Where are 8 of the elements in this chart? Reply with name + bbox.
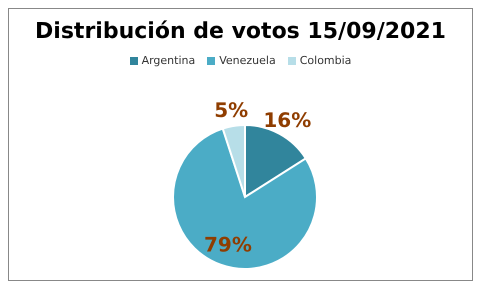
data-label: 79% <box>204 232 252 256</box>
chart-title: Distribución de votos 15/09/2021 <box>34 19 447 46</box>
data-label: 5% <box>214 98 248 122</box>
legend-label: Colombia <box>298 54 352 67</box>
legend-label: Venezuela <box>218 54 276 67</box>
legend-label: Argentina <box>140 54 196 67</box>
pie-slice <box>172 128 318 270</box>
data-label: 16% <box>263 108 312 132</box>
